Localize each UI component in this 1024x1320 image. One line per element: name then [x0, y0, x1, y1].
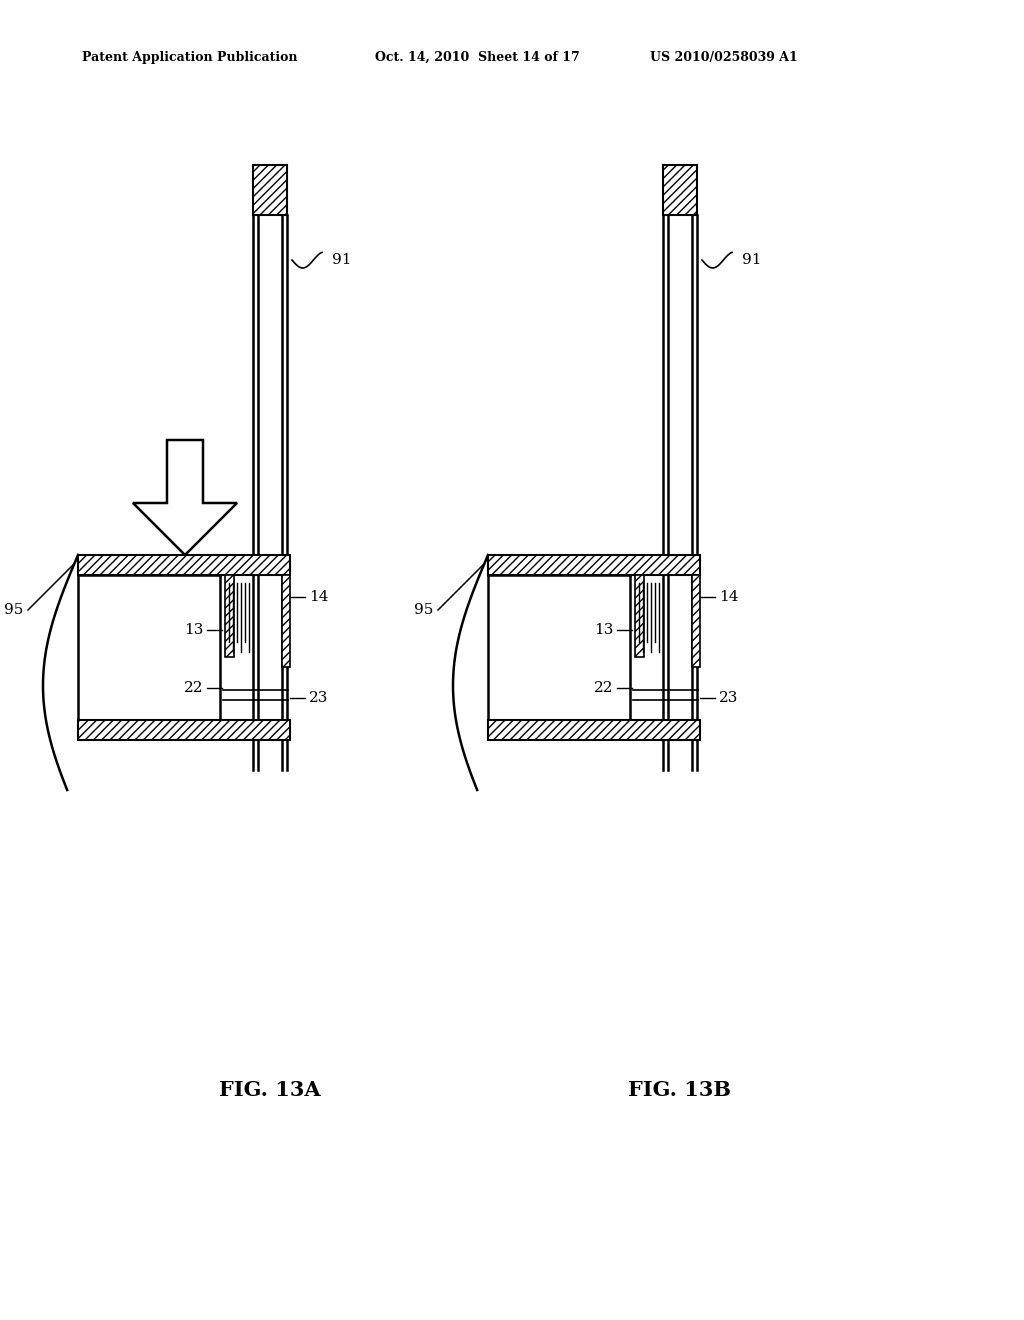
Text: 22: 22 — [594, 681, 613, 696]
Text: 13: 13 — [183, 623, 203, 638]
Text: 95: 95 — [414, 603, 433, 616]
Text: 91: 91 — [332, 253, 351, 267]
Text: FIG. 13B: FIG. 13B — [629, 1080, 731, 1100]
Bar — [635, 576, 644, 657]
Polygon shape — [133, 440, 237, 554]
Bar — [282, 576, 290, 667]
Bar — [488, 719, 700, 741]
Bar — [253, 165, 287, 215]
Bar — [78, 719, 290, 741]
Text: 13: 13 — [594, 623, 613, 638]
Bar — [663, 165, 697, 215]
Bar — [225, 576, 234, 657]
Text: US 2010/0258039 A1: US 2010/0258039 A1 — [650, 50, 798, 63]
Text: 22: 22 — [183, 681, 203, 696]
Text: FIG. 13A: FIG. 13A — [219, 1080, 321, 1100]
Text: 91: 91 — [742, 253, 762, 267]
Text: 14: 14 — [309, 590, 329, 605]
Text: 23: 23 — [309, 690, 329, 705]
Bar — [692, 576, 700, 667]
Bar — [78, 554, 290, 576]
Bar — [488, 554, 700, 576]
Text: 23: 23 — [719, 690, 738, 705]
Text: 95: 95 — [4, 603, 23, 616]
Text: 14: 14 — [719, 590, 738, 605]
Text: Patent Application Publication: Patent Application Publication — [82, 50, 298, 63]
Text: Oct. 14, 2010  Sheet 14 of 17: Oct. 14, 2010 Sheet 14 of 17 — [375, 50, 580, 63]
